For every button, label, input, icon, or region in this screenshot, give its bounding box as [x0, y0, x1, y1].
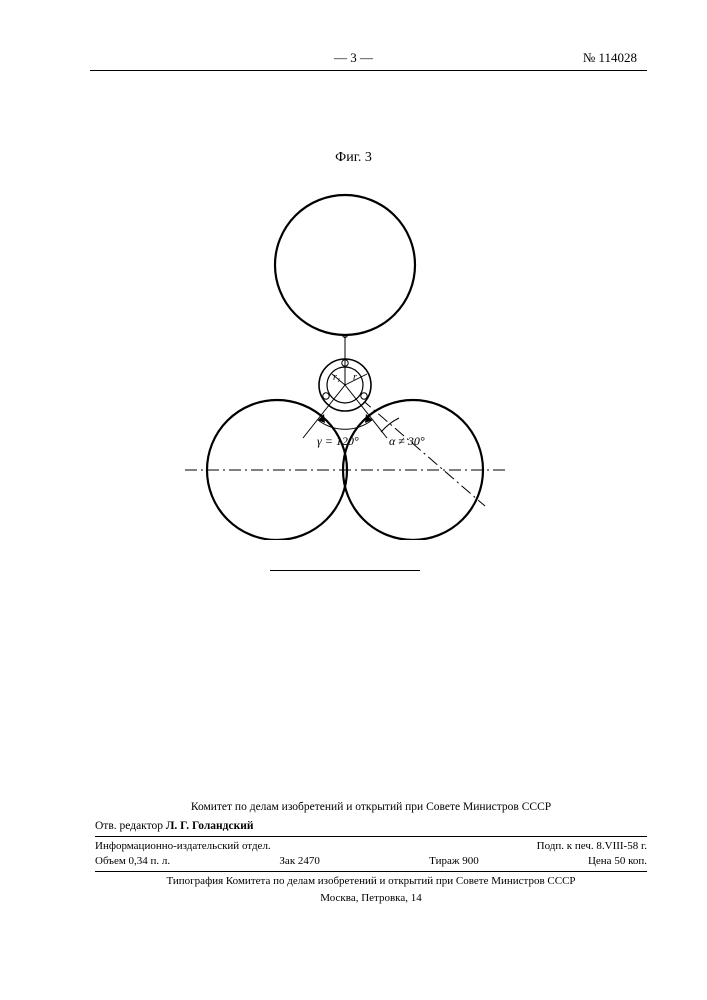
- document-number: № 114028: [583, 50, 637, 66]
- page-number: — 3 —: [334, 50, 373, 66]
- footer-rule-1: [95, 836, 647, 837]
- roller-br: [361, 393, 367, 399]
- imprint-block: Комитет по делам изобретений и открытий …: [95, 800, 647, 905]
- editor-label: Отв. редактор: [95, 820, 163, 832]
- header-rule: [90, 70, 647, 71]
- committee-line: Комитет по делам изобретений и открытий …: [95, 800, 647, 816]
- footer-rule-2: [95, 871, 647, 872]
- volume: Объем 0,34 п. л.: [95, 854, 170, 869]
- top-circle: [275, 195, 415, 335]
- imprint-row-1: Информационно-издательский отдел. Подп. …: [95, 839, 647, 854]
- order: Зак 2470: [279, 854, 320, 869]
- roller-bl: [323, 393, 329, 399]
- alpha-label: α ≠ 30°: [389, 434, 425, 448]
- r1-label: r₁: [333, 372, 340, 383]
- address-line: Москва, Петровка, 14: [95, 891, 647, 906]
- gamma-label: γ = 120°: [317, 434, 359, 448]
- imprint-row-2: Объем 0,34 п. л. Зак 2470 Тираж 900 Цена…: [95, 854, 647, 869]
- typography-line: Типография Комитета по делам изобретений…: [95, 874, 647, 889]
- editor-line: Отв. редактор Л. Г. Голандский: [95, 819, 647, 835]
- figure-3-diagram: r₁ r γ = 120° α ≠ 30°: [145, 170, 545, 540]
- tirazh: Тираж 900: [429, 854, 479, 869]
- price: Цена 50 коп.: [588, 854, 647, 869]
- r-label: r: [353, 372, 357, 383]
- page: — 3 — № 114028 Фиг. 3: [0, 0, 707, 1000]
- figure-bottom-rule: [270, 570, 420, 571]
- figure-label: Фиг. 3: [335, 150, 372, 166]
- editor-name: Л. Г. Голандский: [166, 820, 254, 832]
- dept: Информационно-издательский отдел.: [95, 839, 271, 854]
- podp: Подп. к печ. 8.VIII-58 г.: [537, 839, 647, 854]
